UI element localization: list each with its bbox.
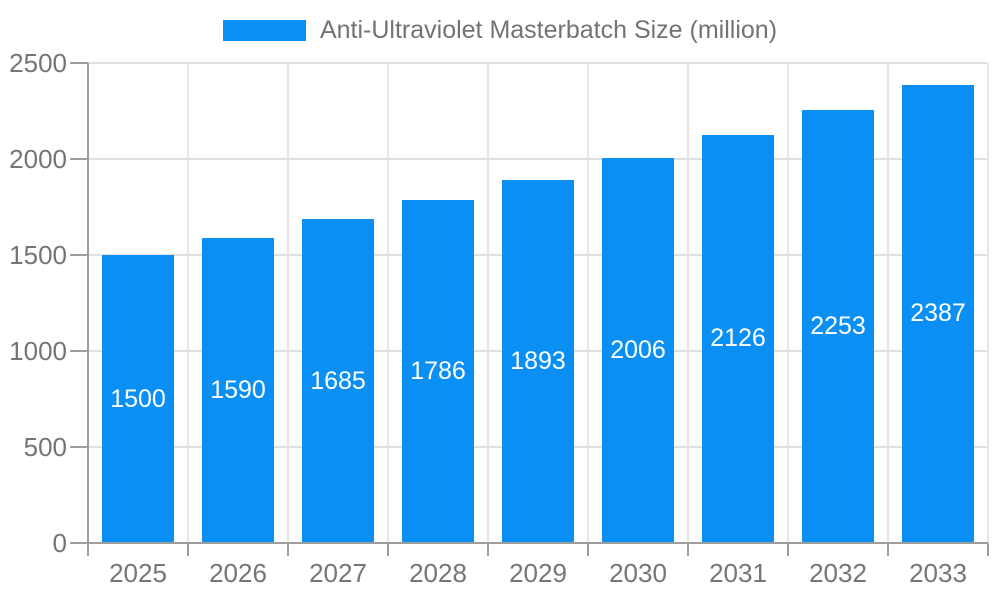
gridline-h [88,158,988,160]
x-axis-tick [387,543,389,556]
bar[interactable]: 2126 [702,134,774,543]
bar-value-label: 2387 [910,299,966,328]
x-axis-tick [487,543,489,556]
x-axis-line [70,542,988,544]
y-axis-tick [70,254,88,256]
x-axis-tick [287,543,289,556]
gridline-v [387,63,389,543]
y-axis-tick [70,62,88,64]
bar-value-label: 1590 [210,375,266,404]
gridline-v [687,63,689,543]
plot-area: 0 500 1000 1500 2000 2500 1500 2025 1590 2026 1685… [9,50,989,586]
gridline-v [187,63,189,543]
bar-value-label: 2006 [610,335,666,364]
x-axis-tick [887,543,889,556]
x-axis-tick [87,543,89,556]
x-axis-tick [987,543,989,556]
bar[interactable]: 2253 [802,110,874,543]
y-tick-label: 1000 [9,336,67,366]
x-tick-label: 2026 [209,558,267,588]
gridline-v [587,63,589,543]
y-axis-tick [70,446,88,448]
bar-value-label: 1786 [410,357,466,386]
x-axis-tick [687,543,689,556]
bar-value-label: 2126 [710,324,766,353]
gridline-v [887,63,889,543]
y-tick-label: 2500 [9,48,67,78]
bar-value-label: 1500 [110,384,166,413]
x-tick-label: 2033 [909,558,967,588]
y-tick-label: 0 [52,528,67,558]
bar[interactable]: 1685 [302,219,374,543]
bar-value-label: 1893 [510,346,566,375]
y-tick-label: 2000 [9,144,67,174]
bar-value-label: 1685 [310,366,366,395]
x-axis-tick [787,543,789,556]
bar[interactable]: 1786 [402,200,474,543]
gridline-v [987,63,989,543]
y-axis-line [87,63,89,556]
bar[interactable]: 1500 [102,255,174,543]
y-tick-label: 500 [23,432,67,462]
x-tick-label: 2032 [809,558,867,588]
y-axis-tick [70,158,88,160]
x-tick-label: 2031 [709,558,767,588]
bar[interactable]: 1590 [202,237,274,543]
y-tick-label: 1500 [9,240,67,270]
legend-label: Anti-Ultraviolet Masterbatch Size (milli… [319,16,778,44]
y-axis-tick [70,350,88,352]
x-axis-tick [187,543,189,556]
x-tick-label: 2030 [609,558,667,588]
gridline-v [487,63,489,543]
bar[interactable]: 1893 [502,179,574,543]
x-tick-label: 2028 [409,558,467,588]
x-tick-label: 2029 [509,558,567,588]
x-axis-tick [587,543,589,556]
gridline-v [287,63,289,543]
gridline-h [88,62,988,64]
bar[interactable]: 2006 [602,157,674,543]
bar-value-label: 2253 [810,312,866,341]
bar[interactable]: 2387 [902,84,974,543]
legend-item[interactable]: Anti-Ultraviolet Masterbatch Size (milli… [222,16,778,45]
legend: Anti-Ultraviolet Masterbatch Size (milli… [0,16,1000,45]
gridline-v [787,63,789,543]
x-tick-label: 2027 [309,558,367,588]
legend-swatch-icon [222,20,306,41]
x-tick-label: 2025 [109,558,167,588]
